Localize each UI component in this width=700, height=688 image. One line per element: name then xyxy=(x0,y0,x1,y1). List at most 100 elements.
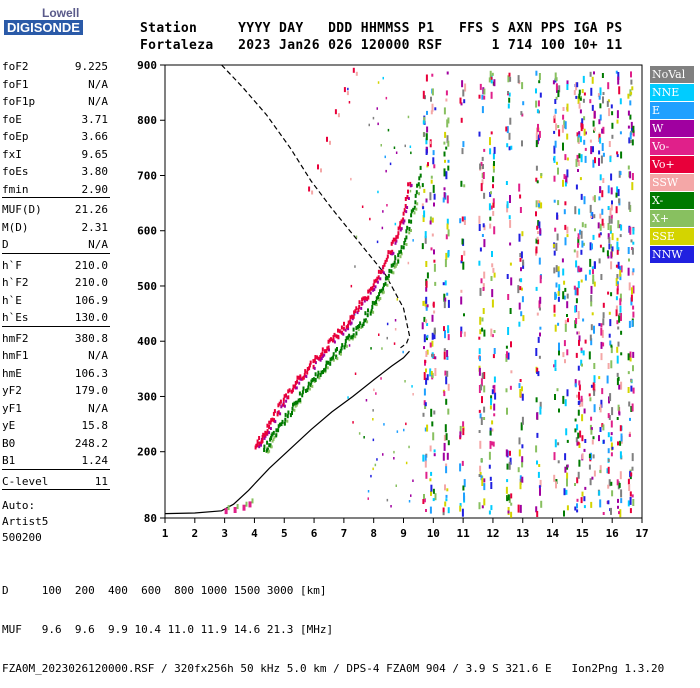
interference-mark xyxy=(536,371,539,374)
interference-mark xyxy=(446,452,449,460)
interference-mark xyxy=(423,346,425,350)
interference-mark xyxy=(610,344,613,348)
interference-mark xyxy=(555,77,558,82)
interference-mark xyxy=(575,298,578,304)
interference-mark xyxy=(519,207,522,213)
interference-mark xyxy=(553,199,556,203)
header-label: IGA xyxy=(573,21,607,36)
interference-mark xyxy=(552,243,555,248)
echo-trace-mark xyxy=(299,374,302,379)
header-label: S xyxy=(491,21,509,36)
param-row: foF1 N/A xyxy=(2,78,108,92)
echo-trace-mark xyxy=(387,250,390,255)
param-value: 11 xyxy=(94,474,108,488)
interference-mark xyxy=(517,467,520,473)
interference-mark xyxy=(429,368,432,377)
interference-mark xyxy=(443,348,446,352)
interference-mark xyxy=(601,218,604,226)
interference-mark xyxy=(632,387,635,394)
interference-mark xyxy=(429,342,432,348)
interference-mark xyxy=(602,302,605,308)
interference-mark xyxy=(461,148,464,155)
interference-mark xyxy=(611,490,614,497)
e-layer-echo xyxy=(251,498,254,504)
interference-mark xyxy=(574,305,577,313)
interference-mark xyxy=(610,214,613,219)
sparse-echo-mark xyxy=(376,458,378,461)
header-value: 026 xyxy=(328,38,361,53)
interference-mark xyxy=(592,269,594,275)
legend-item: NNE xyxy=(650,84,694,101)
interference-mark xyxy=(432,488,435,494)
echo-trace-mark xyxy=(402,217,405,222)
echo-trace-mark xyxy=(345,325,348,330)
interference-mark xyxy=(598,435,600,442)
interference-mark xyxy=(445,494,448,498)
interference-mark xyxy=(566,169,569,178)
echo-trace-mark xyxy=(415,190,418,195)
interference-mark xyxy=(631,287,633,295)
interference-mark xyxy=(491,251,493,257)
interference-mark xyxy=(506,201,509,209)
param-row: B0 248.2 xyxy=(2,437,108,451)
interference-mark xyxy=(432,157,435,165)
interference-mark xyxy=(564,466,567,473)
interference-mark xyxy=(601,190,604,198)
interference-mark xyxy=(443,151,446,157)
interference-mark xyxy=(478,502,481,510)
param-name: foF1p xyxy=(2,95,36,108)
interference-mark xyxy=(537,471,540,478)
sparse-echo-mark xyxy=(347,87,349,91)
echo-trace-mark xyxy=(377,269,380,274)
param-row: h`F2 210.0 xyxy=(2,276,108,290)
param-value: 3.80 xyxy=(81,165,109,178)
echo-trace-mark xyxy=(413,211,416,215)
interference-mark xyxy=(619,440,622,446)
interference-mark xyxy=(610,261,613,270)
interference-mark xyxy=(433,310,436,314)
param-value: 106.9 xyxy=(74,293,108,307)
echo-trace-mark xyxy=(332,335,335,339)
echo-trace-mark xyxy=(384,259,387,264)
echo-trace-mark xyxy=(393,260,396,265)
interference-mark xyxy=(431,372,434,378)
interference-mark xyxy=(478,409,481,413)
interference-mark xyxy=(606,250,609,257)
echo-trace-mark xyxy=(351,337,354,341)
interference-mark xyxy=(628,433,631,437)
interference-mark xyxy=(422,454,425,462)
echo-trace-mark xyxy=(402,221,405,225)
interference-mark xyxy=(584,339,587,344)
interference-mark xyxy=(611,200,613,205)
echo-trace-mark xyxy=(359,321,362,326)
interference-mark xyxy=(565,428,568,436)
interference-mark xyxy=(579,109,582,114)
interference-mark xyxy=(446,223,449,230)
interference-mark xyxy=(574,320,577,329)
interference-mark xyxy=(519,286,522,291)
echo-trace-mark xyxy=(313,358,316,363)
interference-mark xyxy=(522,315,525,322)
x-tick-label: 3 xyxy=(221,527,228,540)
interference-mark xyxy=(442,282,445,286)
echo-trace-mark xyxy=(272,430,275,435)
echo-trace-mark xyxy=(386,254,389,259)
echo-trace-mark xyxy=(382,290,385,294)
interference-mark xyxy=(617,505,619,509)
interference-mark xyxy=(619,131,622,135)
interference-mark xyxy=(616,274,619,279)
interference-mark xyxy=(481,396,483,404)
interference-mark xyxy=(600,327,603,336)
interference-mark xyxy=(517,285,520,294)
interference-mark xyxy=(629,226,632,235)
interference-mark xyxy=(429,445,432,452)
param-row: foEp 3.66 xyxy=(2,130,108,144)
legend-item: SSW xyxy=(650,174,694,191)
echo-trace-mark xyxy=(281,403,284,407)
interference-mark xyxy=(519,257,522,262)
interference-mark xyxy=(562,179,564,187)
interference-mark xyxy=(579,136,582,143)
interference-mark xyxy=(599,223,602,231)
header-value: Fortaleza xyxy=(140,38,239,53)
echo-trace-mark xyxy=(293,408,296,412)
